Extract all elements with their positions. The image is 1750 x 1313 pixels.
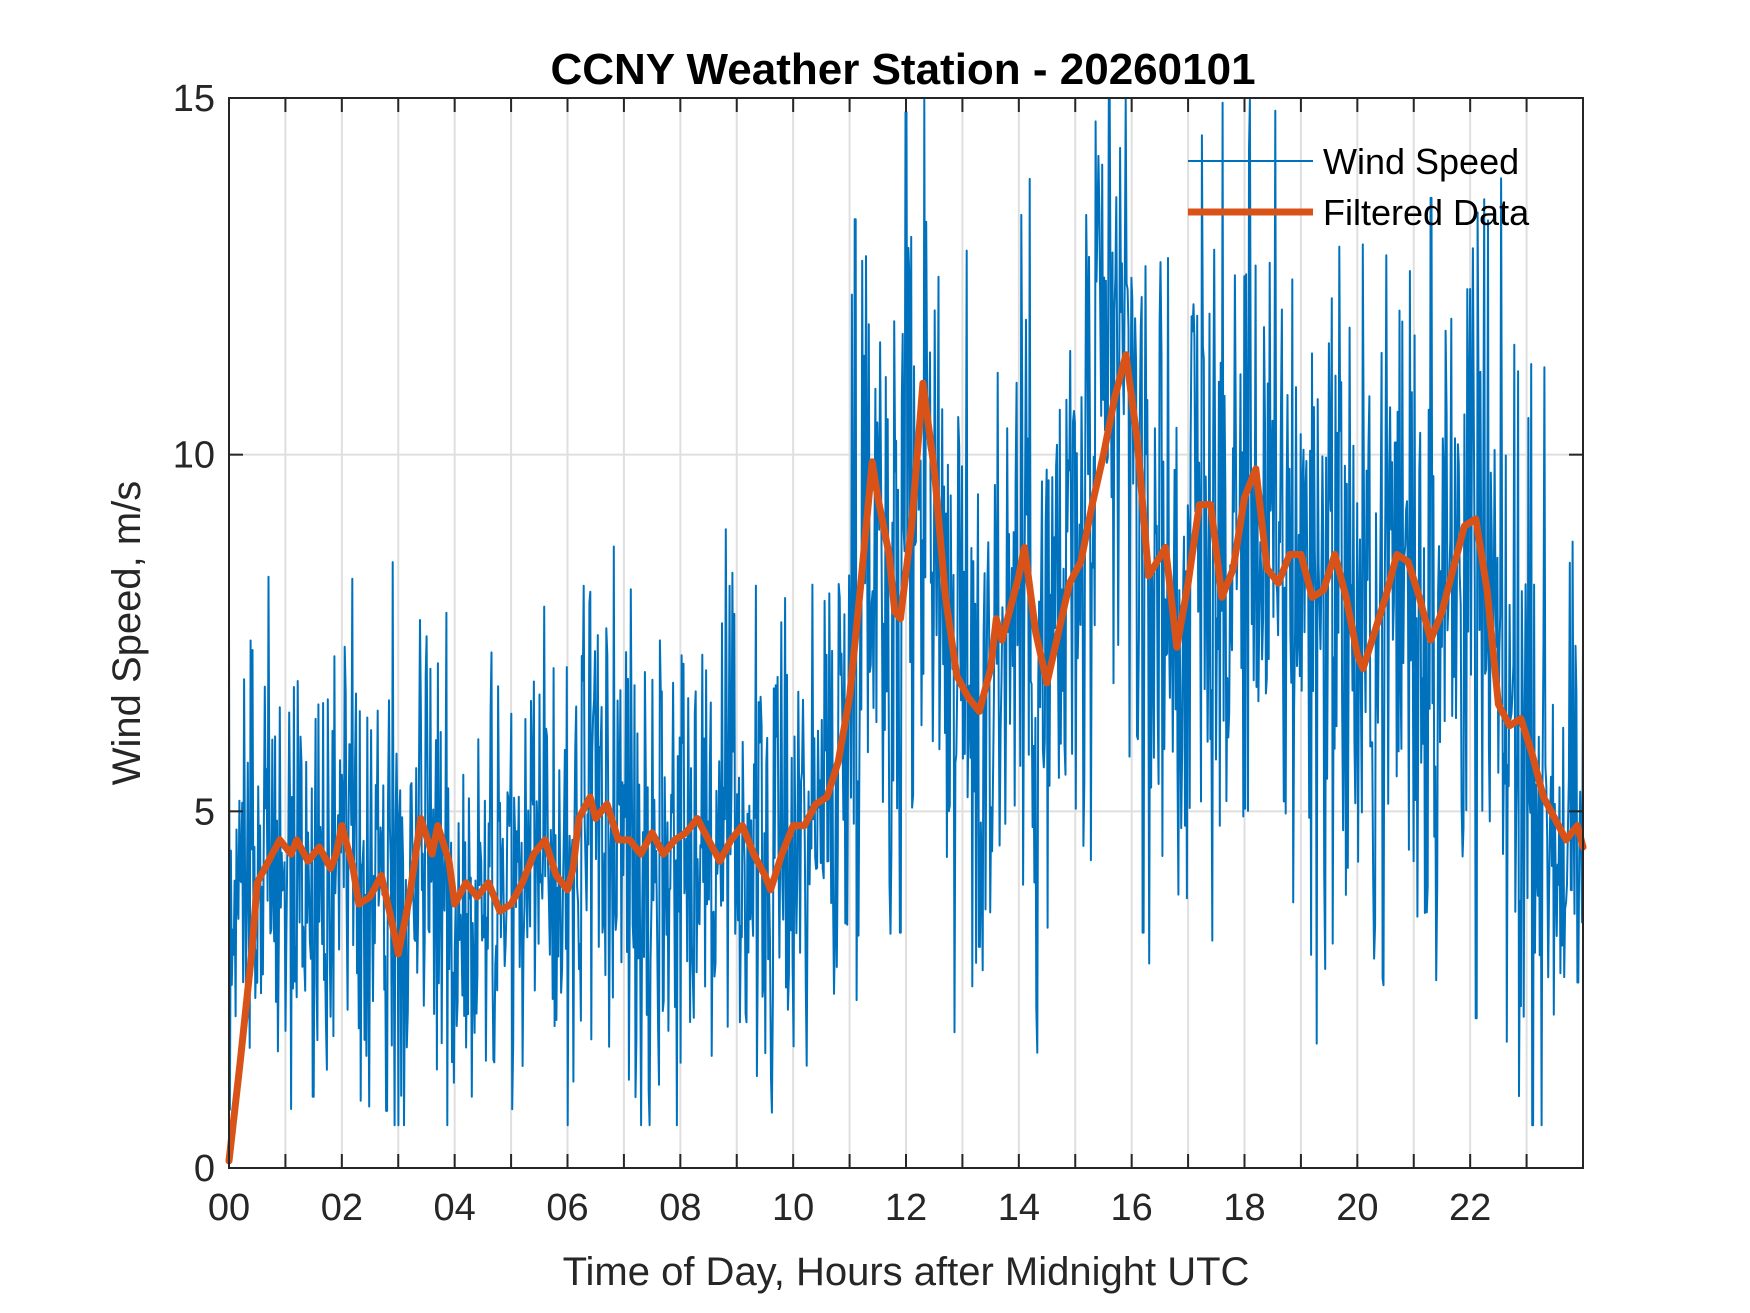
x-tick-label: 18 xyxy=(1223,1187,1265,1229)
x-tick-label: 10 xyxy=(772,1187,814,1229)
x-tick-label: 20 xyxy=(1336,1187,1378,1229)
y-tick-labels: 0 5 10 15 xyxy=(173,78,215,1190)
x-tick-label: 08 xyxy=(659,1187,701,1229)
x-tick-label: 22 xyxy=(1449,1187,1491,1229)
y-tick-label: 15 xyxy=(173,78,215,120)
legend: Wind Speed Filtered Data xyxy=(1188,141,1530,233)
x-tick-label: 16 xyxy=(1111,1187,1153,1229)
wind-speed-series xyxy=(228,97,1584,1127)
y-tick-label: 0 xyxy=(194,1148,215,1190)
y-tick-label: 5 xyxy=(194,791,215,833)
y-tick-label: 10 xyxy=(173,435,215,477)
x-tick-labels: 00 02 04 06 08 10 12 14 16 18 20 22 xyxy=(208,1187,1491,1229)
x-tick-label: 02 xyxy=(321,1187,363,1229)
axes-frame xyxy=(228,97,1584,1169)
x-tick-label: 12 xyxy=(885,1187,927,1229)
filtered-data-series xyxy=(225,351,1587,1165)
wind-speed-line xyxy=(228,97,1584,1127)
x-tick-label: 06 xyxy=(546,1187,588,1229)
legend-label-filtered-data: Filtered Data xyxy=(1323,192,1530,233)
filtered-data-line xyxy=(225,351,1587,1165)
x-tick-label: 04 xyxy=(434,1187,476,1229)
legend-label-wind-speed: Wind Speed xyxy=(1323,141,1519,182)
x-axis-label: Time of Day, Hours after Midnight UTC xyxy=(563,1250,1250,1294)
x-tick-label: 14 xyxy=(998,1187,1040,1229)
x-tick-label: 00 xyxy=(208,1187,250,1229)
chart-title: CCNY Weather Station - 20260101 xyxy=(550,45,1255,94)
y-axis-label: Wind Speed, m/s xyxy=(105,481,149,786)
